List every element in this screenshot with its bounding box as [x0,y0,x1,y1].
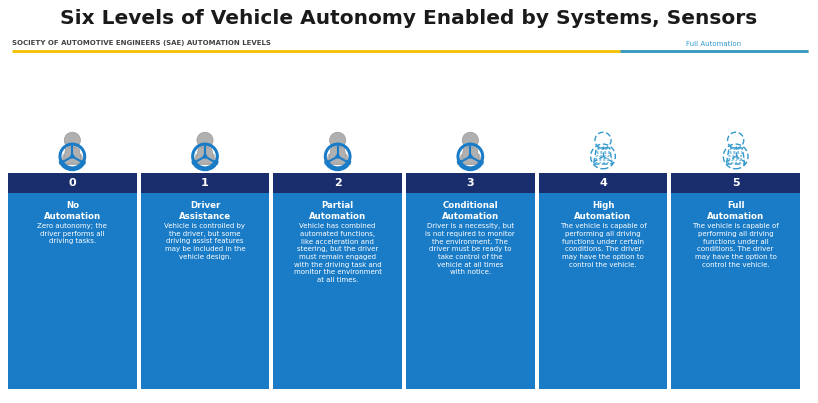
Circle shape [65,132,80,148]
FancyBboxPatch shape [406,193,535,389]
Text: Six Levels of Vehicle Autonomy Enabled by Systems, Sensors: Six Levels of Vehicle Autonomy Enabled b… [61,8,757,27]
Text: Full
Automation: Full Automation [707,201,764,221]
FancyBboxPatch shape [539,193,667,389]
Circle shape [330,132,346,148]
Text: The vehicle is capable of
performing all driving
functions under all
conditions.: The vehicle is capable of performing all… [692,223,779,268]
Circle shape [197,132,213,148]
Text: No
Automation: No Automation [44,201,101,221]
Text: SOCIETY OF AUTOMOTIVE ENGINEERS (SAE) AUTOMATION LEVELS: SOCIETY OF AUTOMOTIVE ENGINEERS (SAE) AU… [12,40,271,46]
Polygon shape [191,154,218,165]
FancyBboxPatch shape [8,193,137,389]
Circle shape [462,132,479,148]
Polygon shape [196,148,214,164]
Circle shape [203,154,207,159]
Text: 4: 4 [599,178,607,188]
FancyBboxPatch shape [141,193,269,389]
FancyBboxPatch shape [141,173,269,193]
FancyBboxPatch shape [539,173,667,193]
Text: Zero autonomy; the
driver performs all
driving tasks.: Zero autonomy; the driver performs all d… [38,223,107,245]
FancyBboxPatch shape [672,193,800,389]
Polygon shape [328,148,347,164]
Text: The vehicle is capable of
performing all driving
functions under certain
conditi: The vehicle is capable of performing all… [560,223,646,268]
Text: High
Automation: High Automation [574,201,631,221]
Circle shape [335,154,340,159]
Text: 0: 0 [69,178,76,188]
FancyBboxPatch shape [406,173,535,193]
Text: Vehicle has combined
automated functions,
like acceleration and
steering, but th: Vehicle has combined automated functions… [294,223,382,283]
Text: 3: 3 [466,178,474,188]
Circle shape [70,154,74,159]
Text: 2: 2 [334,178,342,188]
Polygon shape [461,148,479,164]
FancyBboxPatch shape [8,173,137,193]
Text: 1: 1 [201,178,209,188]
Polygon shape [63,148,82,164]
Text: Driver is a necessity, but
is not required to monitor
the environment. The
drive: Driver is a necessity, but is not requir… [425,223,515,276]
Text: Conditional
Automation: Conditional Automation [442,201,499,221]
FancyBboxPatch shape [273,173,402,193]
Text: Partial
Automation: Partial Automation [309,201,366,221]
FancyBboxPatch shape [273,193,402,389]
Text: Driver
Assistance: Driver Assistance [179,201,231,221]
Polygon shape [325,154,351,165]
Polygon shape [59,154,86,165]
Text: Vehicle is controlled by
the driver, but some
driving assist features
may be inc: Vehicle is controlled by the driver, but… [164,223,245,260]
Circle shape [468,154,473,159]
FancyBboxPatch shape [672,173,800,193]
Text: 5: 5 [732,178,739,188]
Polygon shape [457,154,483,165]
Text: Full Automation: Full Automation [686,41,742,47]
